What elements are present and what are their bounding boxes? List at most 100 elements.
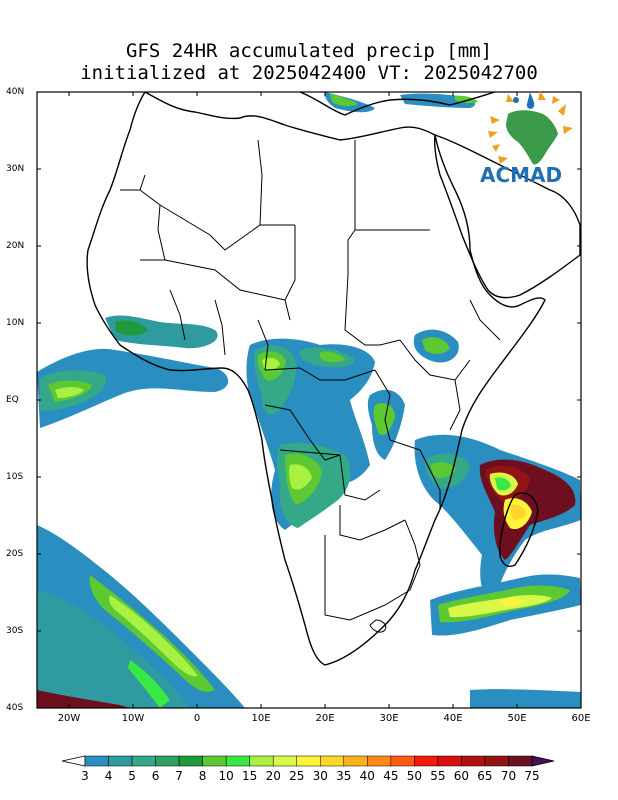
precip-tanzania-peak (430, 462, 456, 478)
colorbar-label: 75 (524, 769, 540, 783)
x-axis-label: 0 (193, 713, 201, 724)
y-axis-label: 40S (6, 703, 24, 713)
precip-field (37, 92, 581, 708)
colorbar-min-arrow (61, 755, 86, 767)
logo-africa-icon (506, 110, 558, 165)
colorbar-segment (296, 755, 321, 767)
colorbar-label: 5 (128, 769, 136, 783)
logo-sun-rays-icon (488, 91, 573, 164)
colorbar-label: 7 (175, 769, 183, 783)
precip-south-atlantic-tail (128, 660, 170, 708)
colorbar-segment (249, 755, 274, 767)
madagascar-outline (498, 492, 539, 567)
colorbar-label: 25 (289, 769, 305, 783)
precip-angola-peak (288, 464, 312, 490)
colorbar-segment (108, 755, 133, 767)
colorbar-label: 8 (198, 769, 207, 783)
y-axis-label: 10S (6, 472, 24, 482)
colorbar-segment (178, 755, 203, 767)
acmad-logo (488, 91, 573, 165)
colorbar-label: 50 (406, 769, 422, 783)
colorbar-segment (155, 755, 180, 767)
border-namibia-botswana (324, 535, 411, 621)
x-axis-label: 50E (507, 713, 527, 724)
x-axis-label: 10W (121, 713, 145, 724)
colorbar-label: 15 (242, 769, 258, 783)
precip-lake-victoria-core (373, 403, 395, 436)
colorbar-segment (272, 755, 297, 767)
x-axis-label: 30E (379, 713, 399, 724)
precip-south-atlantic-edge (37, 690, 130, 708)
border-western-sahara (120, 174, 146, 191)
border-sudan-chad (344, 274, 401, 346)
y-axis-label: 40N (6, 87, 25, 97)
acmad-logo-text: ACMAD (480, 163, 563, 187)
border-nigeria-west (214, 299, 226, 356)
colorbar-segment (414, 755, 439, 767)
border-nigeria-cameroon (257, 319, 269, 371)
precip-ethiopia-core (422, 337, 450, 354)
border-tanzania (389, 439, 441, 510)
colorbar-segment (225, 755, 250, 767)
x-axis-label: 10E (251, 713, 271, 724)
country-borders (120, 139, 501, 633)
colorbar-segment (437, 755, 462, 767)
y-axis-label: EQ (6, 395, 19, 405)
x-axis-label: 40E (443, 713, 463, 724)
colorbar-segment (343, 755, 368, 767)
colorbar-max-arrow (531, 755, 555, 767)
colorbar-label: 3 (81, 769, 89, 783)
border-somalia (469, 299, 501, 341)
colorbar-segment (84, 755, 109, 767)
logo-dot-icon (513, 97, 519, 103)
axis-ticks (37, 91, 582, 709)
border-ethiopia (399, 339, 471, 381)
border-angola (279, 449, 381, 501)
precip-itcz-atlantic (37, 348, 229, 428)
colorbar-label: 70 (500, 769, 517, 783)
colorbar-segment (461, 755, 486, 767)
y-axis-label: 20N (6, 241, 25, 251)
lesotho (369, 619, 387, 633)
arabia-outline (434, 134, 581, 299)
border-drc-west (264, 404, 341, 461)
logo-drop-icon (526, 92, 535, 109)
colorbar (61, 755, 555, 767)
colorbar-label: 30 (312, 769, 328, 783)
border-algeria-libya (257, 139, 263, 226)
colorbar-label: 40 (359, 769, 375, 783)
precip-med-core (330, 94, 358, 107)
precip-madagascar-east-peak (510, 504, 526, 521)
border-niger-chad (284, 225, 296, 321)
colorbar-segment (320, 755, 345, 767)
colorbar-segment (390, 755, 415, 767)
border-mali-niger (164, 259, 286, 301)
colorbar-label: 65 (477, 769, 493, 783)
colorbar-label: 20 (265, 769, 281, 783)
coastline (86, 92, 581, 666)
border-mozambique (404, 519, 421, 591)
precip-madagascar-core (495, 477, 511, 491)
border-zambia (339, 505, 406, 541)
precip-itcz-atlantic-max (55, 387, 84, 398)
y-axis-label: 20S (6, 549, 24, 559)
border-car (264, 367, 376, 381)
y-axis-label: 30N (6, 164, 25, 174)
precip-congo-peak (320, 351, 345, 363)
precip-indian-ocean-peak (448, 594, 552, 618)
precip-south-atlantic-peak (109, 595, 198, 677)
colorbar-label: 55 (430, 769, 446, 783)
precip-indian-ocean-max (500, 598, 525, 606)
precip-guinea-core (115, 320, 148, 336)
border-algeria-mali (159, 204, 295, 251)
africa-coastline (86, 92, 546, 666)
x-axis-label: 20E (315, 713, 335, 724)
colorbar-segment (202, 755, 227, 767)
colorbar-label: 4 (104, 769, 113, 783)
colorbar-segment (131, 755, 156, 767)
europe-outline (299, 92, 496, 116)
x-axis-label: 60E (571, 713, 591, 724)
border-kenya-somalia (449, 379, 461, 431)
chart-title-line-2: initialized at 2025042400 VT: 2025042700 (80, 62, 538, 84)
